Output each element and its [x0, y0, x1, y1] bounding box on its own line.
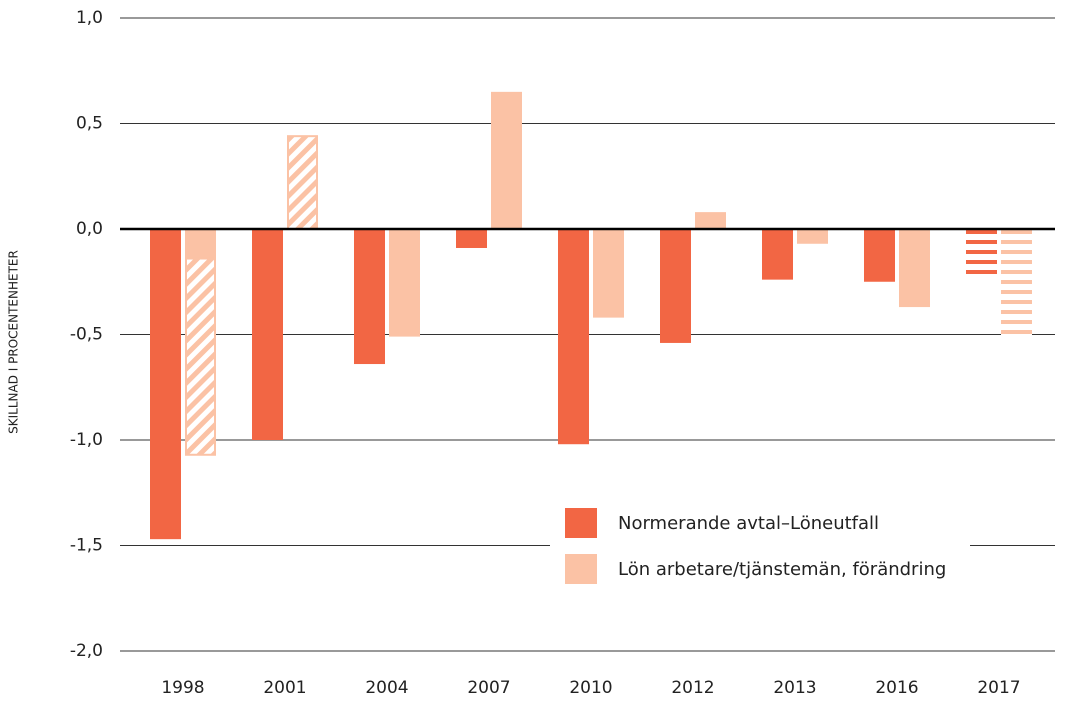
x-tick-label: 2016 [875, 678, 918, 698]
x-tick-label: 1998 [161, 678, 204, 698]
bar [899, 229, 930, 308]
bar [593, 229, 624, 318]
bar [491, 91, 522, 229]
bar [389, 229, 420, 337]
bar [695, 212, 726, 229]
y-axis-label: SKILLNAD I PROCENTENHETER [7, 250, 21, 434]
legend-swatch [565, 554, 597, 584]
legend-swatch [565, 508, 597, 538]
bar [456, 229, 487, 248]
bar [1001, 229, 1032, 339]
y-tick-label: -1,0 [70, 430, 103, 450]
x-tick-label: 2012 [671, 678, 714, 698]
x-tick-label: 2007 [467, 678, 510, 698]
bar [558, 229, 589, 445]
legend-box [550, 495, 970, 595]
x-tick-label: 2010 [569, 678, 612, 698]
bar [660, 229, 691, 343]
x-tick-label: 2017 [977, 678, 1020, 698]
bar [864, 229, 895, 282]
hatched-bar [287, 135, 318, 230]
x-tick-label: 2013 [773, 678, 816, 698]
y-tick-label: 0,5 [76, 114, 103, 134]
bar [150, 229, 181, 540]
legend-label: Normerande avtal–Löneutfall [618, 513, 879, 534]
hatched-bar [185, 257, 216, 456]
x-tick-label: 2004 [365, 678, 408, 698]
bar [966, 229, 997, 280]
bar [762, 229, 793, 280]
y-tick-label: -1,5 [70, 536, 103, 556]
bar [354, 229, 385, 365]
y-tick-label: -2,0 [70, 641, 103, 661]
x-tick-label: 2001 [263, 678, 306, 698]
bar [252, 229, 283, 440]
y-tick-label: -0,5 [70, 325, 103, 345]
bar [797, 229, 828, 244]
y-tick-label: 0,0 [76, 219, 103, 239]
legend-label: Lön arbetare/tjänstemän, förändring [618, 559, 946, 580]
y-tick-label: 1,0 [76, 8, 103, 28]
